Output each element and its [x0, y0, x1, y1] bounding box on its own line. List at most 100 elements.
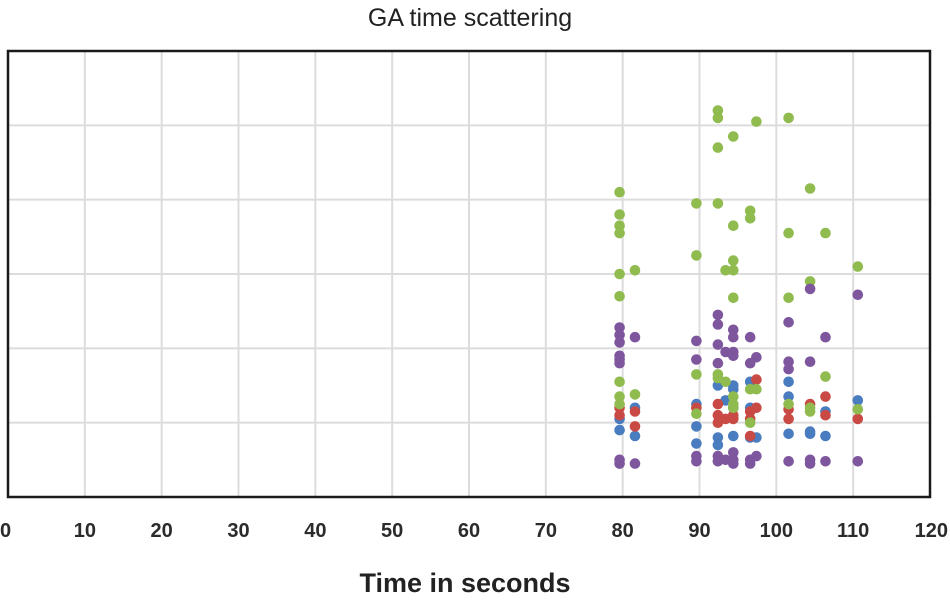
plot-frame — [6, 49, 932, 499]
data-point — [820, 430, 831, 442]
x-tick-label: 10 — [74, 520, 96, 542]
data-point — [728, 324, 739, 336]
data-point — [744, 417, 756, 429]
x-tick-label: 60 — [458, 520, 480, 542]
x-tick-label: 0 — [0, 520, 11, 542]
data-point — [804, 276, 816, 287]
data-point — [820, 391, 831, 402]
series-4-points — [614, 283, 864, 469]
data-point — [751, 352, 762, 363]
data-point — [614, 220, 625, 231]
data-point — [783, 428, 794, 440]
data-point — [712, 142, 724, 153]
data-point — [614, 268, 625, 280]
data-point — [783, 112, 794, 124]
data-point — [783, 398, 794, 410]
data-point — [629, 430, 641, 442]
x-tick-label: 110 — [837, 520, 869, 542]
data-point — [614, 376, 625, 388]
data-point — [614, 227, 625, 239]
data-point — [783, 456, 794, 467]
data-point — [712, 198, 724, 209]
data-point — [728, 447, 739, 458]
data-point — [783, 292, 794, 304]
data-point — [728, 265, 739, 276]
data-point — [804, 458, 816, 469]
x-tick-label: 80 — [612, 520, 634, 542]
x-tick-label: 20 — [151, 520, 173, 542]
data-point — [691, 369, 702, 380]
data-point — [629, 406, 641, 417]
data-point — [712, 432, 724, 443]
data-point — [728, 383, 739, 395]
x-tick-label: 120 — [915, 520, 948, 542]
data-point — [712, 357, 724, 369]
data-point — [852, 395, 864, 406]
data-point — [783, 413, 794, 425]
data-point — [751, 374, 762, 385]
data-point — [728, 413, 739, 425]
data-point — [712, 339, 724, 350]
data-point — [804, 283, 816, 295]
x-tick-label: 70 — [535, 520, 557, 542]
data-point — [720, 265, 731, 276]
data-point — [691, 198, 702, 209]
data-point — [614, 291, 625, 302]
data-point — [852, 413, 864, 425]
data-point — [783, 391, 794, 402]
data-point — [712, 319, 724, 330]
data-point — [751, 402, 762, 414]
data-point — [614, 329, 625, 341]
data-point — [783, 317, 794, 328]
data-point — [614, 458, 625, 469]
data-point — [744, 430, 756, 442]
data-point — [852, 404, 864, 415]
data-point — [614, 357, 625, 369]
data-point — [629, 458, 641, 469]
data-point — [712, 309, 724, 321]
data-point — [783, 363, 794, 375]
x-tick-label: 30 — [227, 520, 249, 542]
data-point — [728, 458, 739, 469]
x-tick-label: 50 — [381, 520, 403, 542]
data-point — [629, 421, 641, 432]
data-point — [728, 391, 739, 402]
x-tick-label: 90 — [688, 520, 710, 542]
data-point — [614, 398, 625, 410]
data-point — [728, 131, 739, 142]
data-point — [751, 116, 762, 127]
data-point — [728, 220, 739, 231]
data-point — [728, 331, 739, 343]
data-point — [728, 255, 739, 266]
data-point — [744, 213, 756, 224]
x-tick-label: 40 — [304, 520, 326, 542]
data-point — [728, 350, 739, 362]
x-axis-ticks: 0 10 20 30 40 50 60 70 80 90 100 110 120 — [0, 520, 948, 542]
data-point — [691, 250, 702, 261]
data-point — [804, 183, 816, 194]
data-point — [728, 402, 739, 414]
data-point — [614, 186, 625, 198]
data-point — [720, 376, 731, 388]
chart-title: GA time scattering — [367, 4, 573, 32]
data-point — [629, 331, 641, 343]
data-point — [712, 398, 724, 410]
data-point — [712, 439, 724, 451]
x-axis-label: Time in seconds — [359, 568, 571, 598]
data-point — [852, 261, 864, 272]
data-point — [614, 209, 625, 220]
data-point — [614, 409, 625, 421]
series-3-points — [614, 105, 864, 429]
data-point — [614, 424, 625, 436]
data-point — [804, 426, 816, 437]
data-point — [783, 376, 794, 388]
data-point — [629, 265, 641, 276]
data-point — [691, 335, 702, 347]
points-layer — [614, 105, 864, 469]
data-point — [783, 227, 794, 239]
data-point — [804, 406, 816, 417]
data-point — [820, 456, 831, 467]
x-tick-label: 100 — [760, 520, 793, 542]
data-point — [852, 289, 864, 301]
data-point — [712, 105, 724, 116]
